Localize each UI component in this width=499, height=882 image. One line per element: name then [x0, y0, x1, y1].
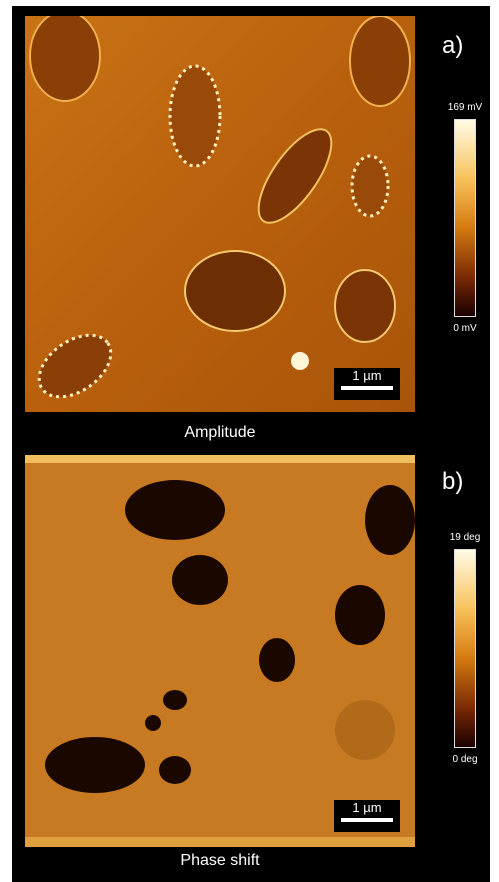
panel-label: a) [442, 32, 463, 60]
colorbar-max: 169 mV [430, 102, 499, 113]
phase-image [25, 455, 415, 847]
colorbar-min: 0 mV [430, 323, 499, 334]
caption: Amplitude [25, 424, 415, 442]
colorbar-min: 0 deg [430, 754, 499, 765]
scale-bar-label: 1 µm [334, 368, 400, 383]
scale-bar: 1 µm [334, 800, 400, 832]
scale-bar-line [341, 818, 393, 822]
caption: Phase shift [25, 852, 415, 870]
scale-bar-line [341, 386, 393, 390]
scale-bar: 1 µm [334, 368, 400, 400]
colorbar-max: 19 deg [430, 532, 499, 543]
scale-bar-label: 1 µm [334, 800, 400, 815]
colorbar [454, 549, 476, 748]
page: 1 µm a) 169 mV 0 mV Amplitude 1 µm b) 19… [0, 0, 499, 882]
colorbar [454, 119, 476, 317]
panel-label: b) [442, 468, 463, 496]
figure: 1 µm a) 169 mV 0 mV Amplitude 1 µm b) 19… [12, 6, 490, 882]
amplitude-image [25, 16, 415, 412]
